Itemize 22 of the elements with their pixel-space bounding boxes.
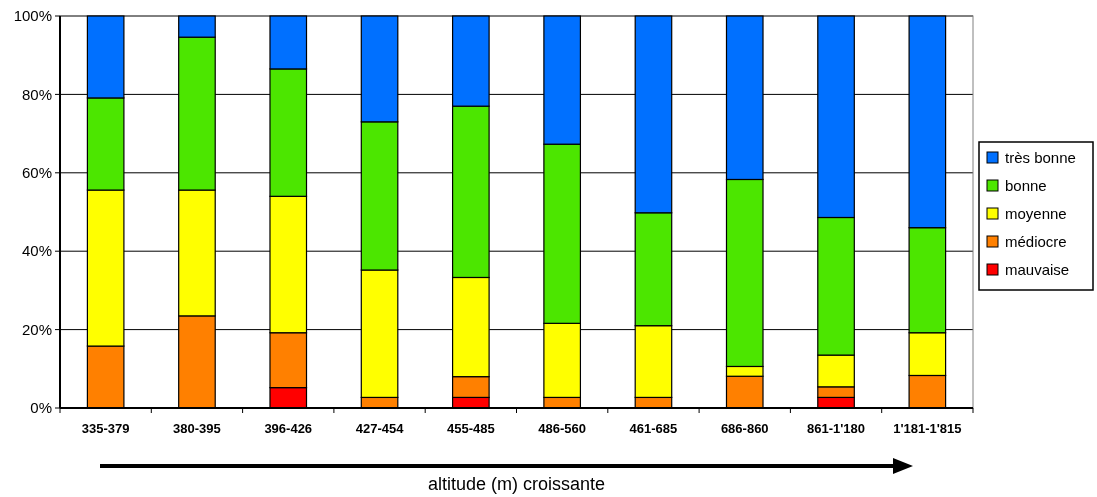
legend-label: très bonne — [1005, 149, 1076, 167]
x-axis-title: altitude (m) croissante — [427, 474, 606, 494]
x-tick-label: 427-454 — [355, 421, 405, 436]
x-tick-label: 380-395 — [173, 421, 221, 436]
y-tick-label: 80% — [21, 85, 52, 103]
x-tick-label: 396-426 — [264, 421, 313, 436]
legend-label: mauvaise — [1005, 261, 1070, 279]
y-tick-label: 0% — [30, 399, 52, 417]
y-tick-label: 100% — [13, 7, 52, 25]
x-tick-label: 455-485 — [446, 421, 495, 436]
x-tick-label: 1'181-1'815 — [893, 421, 962, 436]
x-tick-label: 861-1'180 — [807, 421, 866, 436]
x-tick-label: 461-685 — [629, 421, 678, 436]
legend-label: moyenne — [1005, 205, 1067, 223]
x-tick-label: 335-379 — [81, 421, 130, 436]
y-tick-label: 60% — [21, 164, 52, 182]
legend-label: bonne — [1005, 177, 1047, 195]
y-tick-label: 20% — [21, 320, 52, 338]
x-tick-label: 686-860 — [720, 421, 769, 436]
legend-label: médiocre — [1005, 233, 1067, 251]
y-tick-label: 40% — [21, 242, 52, 260]
x-tick-label: 486-560 — [538, 421, 587, 436]
